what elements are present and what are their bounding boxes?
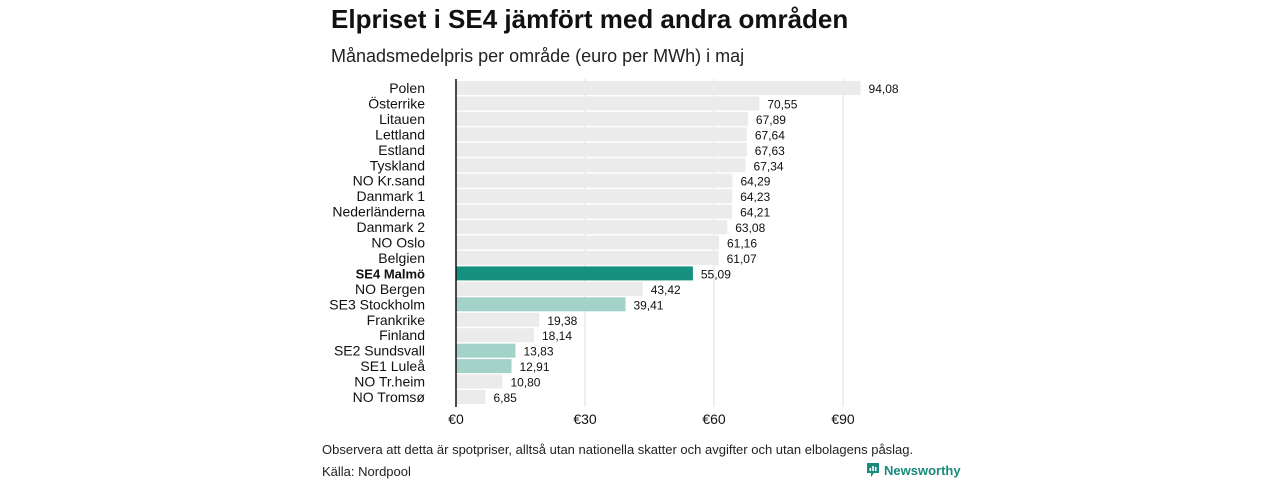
category-label: Danmark 2: [357, 219, 426, 235]
value-label: 70,55: [767, 97, 797, 111]
value-label: 39,41: [633, 298, 663, 312]
bar: [456, 312, 540, 327]
bar: [456, 158, 746, 173]
category-label: Belgien: [378, 250, 425, 266]
bar: [456, 189, 733, 204]
bar: [456, 127, 747, 142]
value-label: 64,23: [740, 190, 770, 204]
category-label: SE1 Luleå: [360, 358, 425, 374]
bar: [456, 250, 719, 265]
category-label: NO Bergen: [355, 281, 425, 297]
category-label: Tyskland: [370, 157, 425, 173]
bar: [456, 204, 733, 219]
category-label: Nederländerna: [332, 204, 425, 220]
category-label: Lettland: [375, 126, 425, 142]
footnote: Observera att detta är spotpriser, allts…: [322, 442, 914, 457]
bar: [456, 235, 719, 250]
value-label: 94,08: [869, 82, 899, 96]
category-label: NO Tromsø: [353, 389, 426, 405]
value-label: 18,14: [542, 329, 572, 343]
value-label: 67,34: [754, 159, 784, 173]
bar: [456, 220, 728, 235]
bar-chart: Polen 94,08 Österrike 70,55 Litauen 67,89 Lett…: [329, 79, 899, 427]
newsworthy-logo-icon: [867, 463, 879, 477]
x-tick-label: €30: [573, 411, 597, 427]
value-label: 61,16: [727, 237, 757, 251]
bar: [456, 173, 733, 188]
category-label: SE4 Malmö: [356, 266, 425, 281]
brand-name: Newsworthy: [884, 462, 961, 478]
value-label: 19,38: [547, 314, 577, 328]
category-label: SE2 Sundsvall: [334, 343, 425, 359]
source-credit: Källa: Nordpool: [322, 464, 411, 479]
category-label: Finland: [379, 327, 425, 343]
bar: [456, 328, 535, 343]
bar: [456, 142, 747, 157]
bar: [456, 390, 486, 404]
x-tick-label: €0: [448, 411, 464, 427]
bar: [456, 281, 643, 296]
value-label: 67,89: [756, 113, 786, 127]
bar: [456, 111, 748, 126]
x-tick-label: €60: [702, 411, 726, 427]
bar: [456, 343, 516, 358]
bar: [456, 266, 693, 281]
category-label: NO Oslo: [371, 235, 425, 251]
value-label: 64,21: [740, 206, 770, 220]
value-label: 67,63: [755, 144, 785, 158]
category-label: Litauen: [379, 111, 425, 127]
value-label: 12,91: [520, 360, 550, 374]
value-label: 64,29: [740, 175, 770, 189]
value-label: 63,08: [735, 221, 765, 235]
value-label: 13,83: [523, 345, 553, 359]
bar: [456, 81, 861, 95]
value-label: 67,64: [755, 128, 785, 142]
category-label: Polen: [389, 80, 425, 96]
brand-logo: Newsworthy: [866, 462, 961, 478]
category-label: Frankrike: [367, 312, 426, 328]
category-label: Estland: [378, 142, 425, 158]
category-label: SE3 Stockholm: [329, 296, 425, 312]
x-tick-label: €90: [831, 411, 855, 427]
chart-title: Elpriset i SE4 jämfört med andra områden: [331, 4, 849, 34]
bar: [456, 374, 503, 389]
category-label: Danmark 1: [357, 188, 426, 204]
chart-subtitle: Månadsmedelpris per område (euro per MWh…: [331, 46, 745, 66]
bar: [456, 96, 760, 111]
category-label: NO Tr.heim: [354, 374, 425, 390]
category-label: Österrike: [368, 94, 425, 111]
value-label: 55,09: [701, 267, 731, 281]
value-label: 10,80: [510, 376, 540, 390]
value-label: 61,07: [727, 252, 757, 266]
value-label: 6,85: [493, 391, 517, 405]
value-label: 43,42: [651, 283, 681, 297]
category-label: NO Kr.sand: [353, 173, 425, 189]
bar: [456, 359, 512, 374]
bar: [456, 297, 626, 312]
